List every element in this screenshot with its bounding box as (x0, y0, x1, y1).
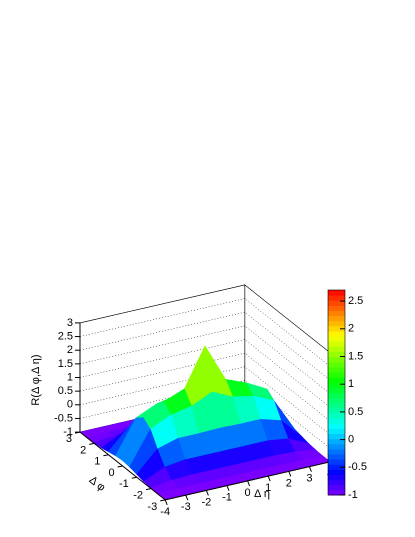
x-tick-label: 2 (286, 477, 292, 489)
colorbar-step (328, 418, 345, 424)
colorbar-step (328, 382, 345, 388)
colorbar-step (328, 331, 345, 337)
colorbar-step (328, 392, 345, 399)
z-tick-label: 1.5 (58, 358, 73, 370)
x-tick (247, 480, 251, 487)
x-tick-label: -3 (181, 501, 191, 513)
z-tick-label: 0 (67, 399, 73, 411)
colorbar-step (328, 402, 345, 409)
colorbar-step (328, 469, 345, 475)
colorbar-step (328, 423, 345, 429)
colorbar-step (328, 407, 345, 414)
colorbar-step (328, 489, 345, 496)
y-tick (145, 488, 152, 491)
colorbar-step (328, 372, 345, 378)
colorbar-step (328, 377, 345, 383)
colorbar-step (328, 433, 345, 440)
x-tick-label: 3 (306, 473, 312, 485)
colorbar-step (328, 413, 345, 419)
colorbar-step (328, 448, 345, 455)
colorbar-step (328, 315, 345, 322)
colorbar-tick-label: 1.5 (348, 350, 363, 362)
z-axis-title: R(Δ φ,Δ η) (30, 354, 42, 405)
y-tick (117, 465, 123, 468)
z-tick-label: -0.5 (54, 412, 73, 424)
x-tick-label: -4 (160, 506, 170, 518)
colorbar-tick-label: -1 (348, 489, 358, 501)
x-tick-label: 1 (265, 482, 271, 494)
x-tick (164, 499, 168, 506)
colorbar-step (328, 305, 345, 311)
z-tick-label: 1 (67, 371, 73, 383)
x-tick (226, 485, 230, 491)
colorbar-step (328, 320, 345, 327)
z-tick-label: 0.5 (58, 385, 73, 397)
y-tick-label: -1 (119, 478, 129, 490)
x-tick (205, 490, 209, 496)
y-tick-label: 3 (66, 433, 72, 445)
colorbar-step (328, 479, 345, 486)
colorbar-tick-label: 2.5 (348, 295, 363, 307)
colorbar-step (328, 336, 345, 342)
z-tick-label: -1 (63, 426, 73, 438)
colorbar-tick-label: 0.5 (348, 406, 363, 418)
colorbar-step (328, 361, 345, 368)
x-tick-label: 0 (245, 487, 251, 499)
z-tick-label: 2 (67, 344, 73, 356)
colorbar-tick-label: -0.5 (348, 461, 367, 473)
y-tick (89, 442, 95, 445)
colorbar-step (328, 459, 345, 465)
x-tick (288, 471, 292, 477)
colorbar-step (328, 290, 345, 296)
colorbar-tick-label: 0 (348, 434, 354, 446)
colorbar-step (328, 428, 345, 434)
x-tick-label: -1 (222, 492, 232, 504)
colorbar-step (328, 387, 345, 393)
colorbar-step (328, 310, 345, 317)
y-tick-label: 2 (80, 444, 86, 456)
colorbar-step (328, 438, 345, 445)
colorbar-step (328, 443, 345, 450)
z-tick-label: 2.5 (58, 330, 73, 342)
colorbar-step (328, 346, 345, 352)
colorbar-step (328, 397, 345, 404)
colorbar-tick-label: 1 (348, 378, 354, 390)
colorbar-frame (327, 289, 346, 496)
colorbar-step (328, 351, 345, 358)
y-axis-title: Δ φ (87, 474, 108, 494)
colorbar-step (328, 341, 345, 347)
y-tick (131, 476, 137, 479)
colorbar-step (328, 474, 345, 481)
colorbar-step (328, 366, 345, 373)
y-tick-label: 1 (94, 456, 100, 468)
colorbar-step (328, 454, 345, 460)
colorbar-step (328, 300, 345, 306)
colorbar-step (328, 356, 345, 363)
y-tick-label: -3 (147, 501, 157, 513)
x-tick-label: -2 (202, 496, 212, 508)
y-tick (74, 431, 81, 434)
colorbar-step (328, 484, 345, 491)
x-tick (267, 475, 271, 482)
y-tick (103, 454, 109, 457)
x-tick (185, 494, 189, 501)
colorbar-step (328, 464, 345, 470)
x-axis-title: Δ η (254, 488, 270, 500)
y-tick-label: -2 (133, 490, 143, 502)
z-tick-label: 3 (67, 317, 73, 329)
colorbar-step (328, 295, 345, 301)
x-tick (308, 466, 312, 472)
y-tick-label: 0 (108, 467, 114, 479)
colorbar-step (328, 325, 345, 332)
colorbar-tick-label: 2 (348, 323, 354, 335)
y-tick (160, 499, 166, 502)
grid-line (79, 284, 331, 353)
